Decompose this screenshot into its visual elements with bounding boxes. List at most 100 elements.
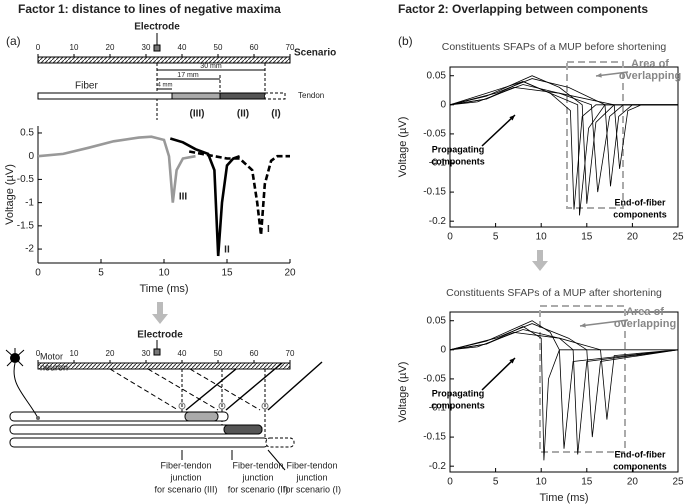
x-tick-label: 0: [35, 268, 41, 279]
tick-label: 40: [178, 43, 187, 52]
x-tick-label: 10: [536, 477, 548, 488]
annotation: Area of: [626, 306, 664, 318]
panel-label: (a): [6, 34, 21, 48]
series-label: I: [267, 224, 270, 235]
tick-label: 60: [250, 43, 259, 52]
tick-label: 10: [70, 43, 79, 52]
overlap-box: [566, 61, 624, 209]
x-tick-label: 15: [581, 477, 593, 488]
annotation-arrow: [481, 114, 516, 147]
fiber-segment: [223, 424, 263, 435]
propagation-line: [147, 368, 219, 411]
right-title: Factor 2: Overlapping between components: [398, 2, 648, 16]
fiber-segment: [264, 92, 286, 100]
junction-caption: Fiber-tendon: [286, 460, 337, 470]
annotation: End-of-fiber: [615, 449, 666, 459]
left-title: Factor 1: distance to lines of negative …: [18, 2, 281, 16]
y-axis-label: Voltage (µV): [397, 117, 409, 178]
x-tick-label: 0: [447, 477, 453, 488]
x-tick-label: 5: [493, 477, 499, 488]
x-tick-label: 0: [447, 232, 453, 243]
series-label: II: [224, 245, 230, 256]
annotation: overlapping: [619, 70, 681, 82]
y-tick-label: 0.05: [427, 315, 447, 326]
fiber-segment: [219, 92, 266, 100]
junction-caption: for scenario (I): [283, 484, 341, 494]
schematic: Electrode Motor neuron: [5, 330, 323, 471]
junction-caption: for scenario (III): [154, 484, 217, 494]
electrode: [153, 348, 161, 356]
fiber-segment: [184, 411, 219, 422]
fiber-label: Fiber: [75, 81, 98, 92]
y-tick-label: -1.5: [17, 220, 35, 231]
tick-label: 50: [214, 43, 223, 52]
tick-label: 70: [286, 43, 295, 52]
tendon-label: Tendon: [298, 91, 324, 100]
y-tick-label: 0: [440, 99, 446, 110]
fiber-segment: [265, 437, 295, 448]
y-tick-label: -0.2: [429, 216, 447, 227]
neuron-label: Motor: [40, 351, 63, 361]
junction-caption: Fiber-tendon: [160, 460, 211, 470]
x-tick-label: 25: [672, 477, 684, 488]
tick-label: 50: [214, 349, 223, 358]
scenario-label: (III): [190, 109, 205, 120]
series-label: III: [179, 191, 188, 202]
tick-label: 0: [36, 43, 41, 52]
junction-caption: for scenario (II): [228, 484, 289, 494]
arrow-head: [509, 115, 515, 121]
y-tick-label: 0: [28, 151, 34, 162]
tick-label: 60: [250, 349, 259, 358]
y-tick-label: -0.5: [17, 174, 35, 185]
tick-label: 20: [106, 43, 115, 52]
y-tick-label: -0.15: [423, 187, 446, 198]
junction-caption: Fiber-tendon: [232, 460, 283, 470]
electrode: [153, 44, 161, 52]
y-axis-label: Voltage (µV): [4, 164, 16, 225]
scenario-label: (II): [237, 109, 249, 120]
fiber: [9, 411, 229, 422]
annotation: overlapping: [614, 318, 676, 330]
annotation: components: [431, 156, 485, 166]
chart-title: Constituents SFAPs of a MUP after shorte…: [446, 287, 662, 299]
panel-label: (b): [398, 34, 413, 48]
dipole: [218, 402, 226, 410]
annotation: components: [613, 461, 667, 471]
x-tick-label: 15: [221, 268, 233, 279]
neuron-label: neuron: [40, 362, 68, 372]
arrow-head: [509, 358, 515, 364]
annotation-arrow: [481, 357, 516, 391]
electrode-label: Electrode: [134, 22, 180, 33]
series-line: [449, 75, 678, 204]
tick-label: 10: [70, 349, 79, 358]
x-tick-label: 20: [284, 268, 296, 279]
tick-label: 40: [178, 349, 187, 358]
y-tick-label: -0.1: [429, 158, 447, 169]
propagation-line: [267, 361, 323, 411]
tick-label: 20: [106, 349, 115, 358]
arrow: [152, 302, 168, 324]
x-tick-label: 5: [493, 232, 499, 243]
endplate: [36, 416, 40, 420]
y-tick-label: -0.05: [423, 129, 446, 140]
series-line: [449, 81, 678, 216]
propagation-line: [185, 368, 237, 411]
y-tick-label: -0.15: [423, 432, 446, 443]
y-tick-label: 0: [440, 344, 446, 355]
propagation-line: [109, 368, 179, 411]
electrode-label: Electrode: [137, 330, 183, 341]
scenario-ruler: Electrode Scenario 30 mm 17 mm 4 mm Fibe…: [37, 22, 336, 120]
propagation-line: [225, 362, 283, 411]
tick-label: 0: [36, 349, 41, 358]
y-tick-label: 0.05: [427, 70, 447, 81]
propagation-line: [189, 368, 261, 411]
annotation: components: [431, 400, 485, 410]
y-tick-label: 0.5: [20, 128, 34, 139]
ruler-label: Scenario: [294, 48, 336, 59]
pointer: [267, 449, 286, 471]
junction-caption: junction: [169, 472, 201, 482]
x-tick-label: 20: [627, 232, 639, 243]
series-line: [188, 150, 290, 236]
plot-frame: [449, 66, 679, 228]
